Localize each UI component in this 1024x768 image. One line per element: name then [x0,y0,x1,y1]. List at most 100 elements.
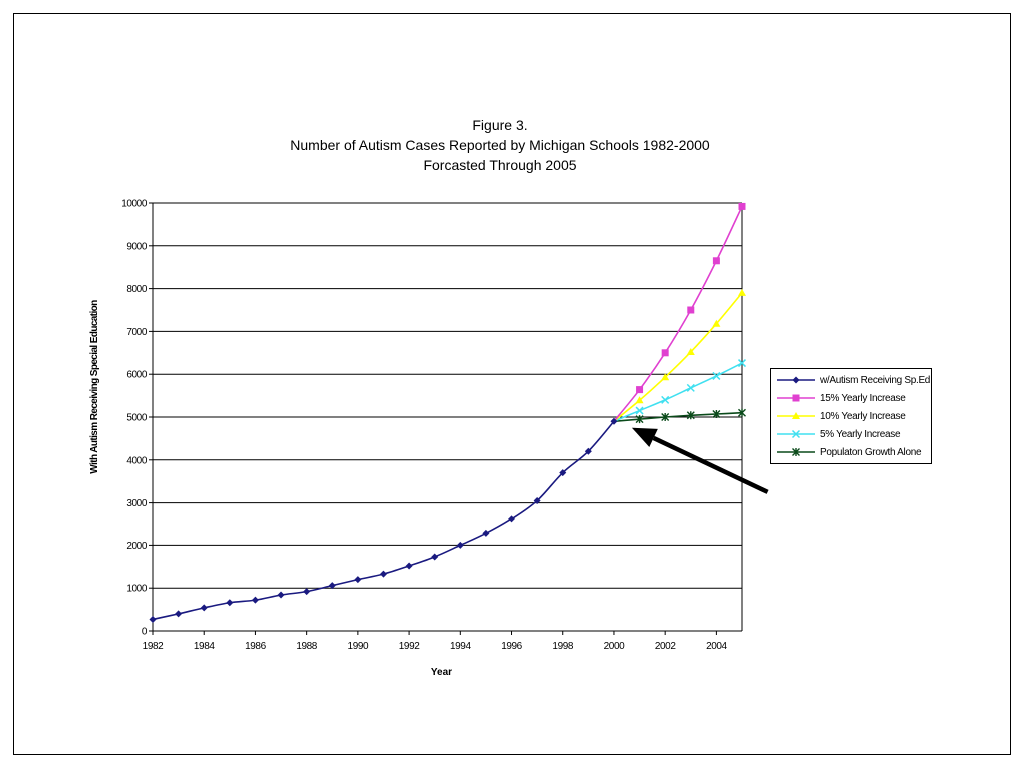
marker-square [738,202,746,210]
y-tick-label: 1000 [126,584,147,595]
marker-diamond [584,447,592,455]
legend-swatch [777,448,815,456]
legend-swatch [777,394,815,402]
legend-label: 10% Yearly Increase [820,410,906,422]
marker-triangle [661,373,670,381]
x-tick-label: 1984 [194,641,215,652]
marker-star [661,413,670,421]
y-tick-label: 4000 [126,455,147,466]
series-lines [152,206,743,621]
x-tick-label: 2000 [604,641,625,652]
y-tick-label: 8000 [126,284,147,295]
series-line-3 [613,362,743,423]
marker-x [661,395,670,404]
legend-label: 15% Yearly Increase [820,392,906,404]
axes: 0 1000 2000 3000 4000 5000 6000 7000 8000 9000 100… [89,199,743,678]
marker-diamond [482,529,490,537]
legend-item: Populaton Growth Alone [775,444,922,460]
x-tick-label: 2004 [706,641,727,652]
marker-diamond [379,570,387,578]
legend: w/Autism Receiving Sp.Ed. 15% Yearly Incr… [770,368,933,464]
marker-diamond [303,588,311,596]
marker-diamond [175,610,183,618]
y-tick-label: 6000 [126,370,147,381]
marker-square [712,257,720,265]
marker-x [635,406,644,415]
y-tick-label: 5000 [126,413,147,424]
series-line-0 [152,420,615,621]
series-line-4 [613,411,743,423]
y-tick-label: 7000 [126,327,147,338]
chart-subtitle-line-1: Number of Autism Cases Reported by Michi… [290,137,710,153]
legend-swatch [777,429,815,439]
marker-triangle [635,396,644,404]
legend-item: w/Autism Receiving Sp.Ed. [775,372,933,388]
x-tick-label: 1986 [245,641,266,652]
x-axis-label: Year [431,667,452,678]
marker-diamond [226,599,234,607]
marker-diamond [792,376,800,384]
marker-star [712,410,721,419]
marker-diamond [277,591,285,599]
marker-diamond [328,582,336,590]
marker-star [792,448,800,456]
x-tick-label: 1994 [450,641,471,652]
legend-label: w/Autism Receiving Sp.Ed. [820,374,933,386]
x-tick-label: 2002 [655,641,676,652]
y-tick-label: 9000 [126,241,147,252]
marker-x [791,429,801,439]
y-axis-label: With Autism Receiving Special Education [89,300,100,474]
marker-diamond [200,604,208,612]
annotation-arrow-shaft [652,435,769,494]
marker-triangle [712,319,721,327]
annotation-layer [631,427,769,494]
legend-label: 5% Yearly Increase [820,428,901,440]
legend-item: 15% Yearly Increase [775,390,906,406]
marker-diamond [251,596,259,604]
marker-star [738,408,746,417]
series-markers [149,202,747,623]
y-tick-label: 10000 [121,199,148,210]
x-tick-label: 1998 [552,641,573,652]
marker-square [636,386,644,394]
marker-diamond [456,541,464,549]
marker-diamond [405,562,413,570]
marker-square [687,306,695,314]
series-line-1 [613,206,743,422]
legend-label: Populaton Growth Alone [820,446,922,458]
chart-title-block: Figure 3. Number of Autism Cases Reporte… [240,115,760,175]
series-line-2 [613,292,743,422]
marker-diamond [559,469,567,477]
marker-diamond [508,515,516,523]
marker-star [635,415,644,424]
chart-title: Figure 3. [472,117,528,133]
y-tick-label: 0 [142,627,148,638]
marker-square [661,349,669,357]
x-tick-label: 1988 [296,641,317,652]
x-tick-label: 1992 [399,641,420,652]
marker-diamond [149,615,157,623]
chart-subtitle-line-2: Forcasted Through 2005 [423,157,577,173]
marker-x [737,359,747,368]
marker-x [712,371,721,380]
y-tick-label: 3000 [126,498,147,509]
legend-swatch [777,376,815,384]
marker-star [686,411,695,420]
marker-diamond [354,576,362,584]
gridlines [153,202,742,589]
y-tick-label: 2000 [126,541,147,552]
legend-item: 10% Yearly Increase [775,408,906,424]
x-tick-label: 1990 [348,641,369,652]
x-tick-label: 1982 [143,641,164,652]
marker-triangle [738,288,746,296]
marker-diamond [610,417,618,425]
x-tick-label: 1996 [501,641,522,652]
marker-square [792,394,800,402]
marker-triangle [686,347,695,355]
marker-diamond [533,496,541,504]
marker-x [686,383,695,392]
legend-swatch [777,412,815,419]
annotation-arrow-head [631,427,658,448]
marker-triangle [792,412,800,419]
